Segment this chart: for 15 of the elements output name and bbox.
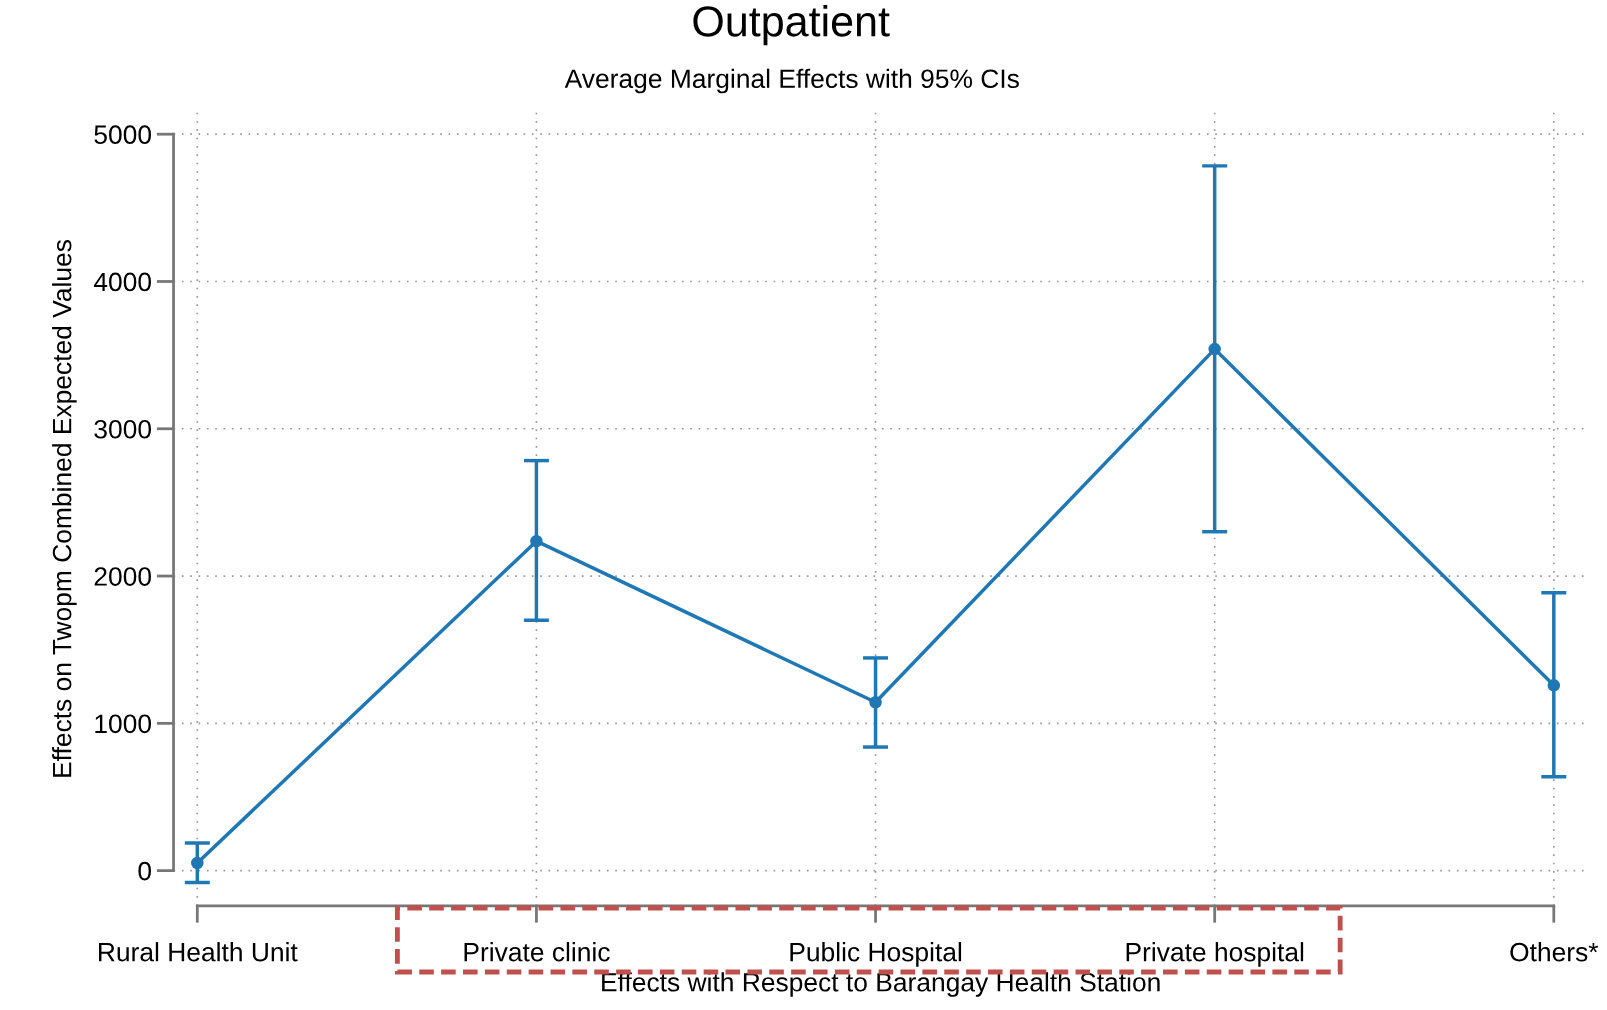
y-tick-label: 1000 bbox=[95, 714, 151, 734]
x-tick-label: Rural Health Unit bbox=[99, 942, 298, 962]
x-axis-title: Effects with Respect to Barangay Health Station bbox=[602, 972, 1160, 997]
x-tick-label: Private clinic bbox=[464, 942, 610, 962]
x-tick-label: Public Hospital bbox=[790, 942, 962, 967]
chart-title: Outpatient bbox=[693, 5, 890, 46]
chart-subtitle: Average Marginal Effects with 95% CIs bbox=[564, 68, 1019, 94]
y-axis-title: Effects on Twopm Combined Expected Values bbox=[52, 240, 77, 777]
y-tick-label: 2000 bbox=[94, 567, 151, 586]
x-tick-label: Others* bbox=[1510, 942, 1599, 962]
x-tick-label: Private hospital bbox=[1126, 942, 1304, 967]
y-tick-label: 5000 bbox=[94, 125, 151, 145]
y-tick-label: 4000 bbox=[93, 272, 151, 292]
y-tick-label: 3000 bbox=[94, 419, 151, 439]
y-tick-label: 0 bbox=[138, 861, 151, 881]
